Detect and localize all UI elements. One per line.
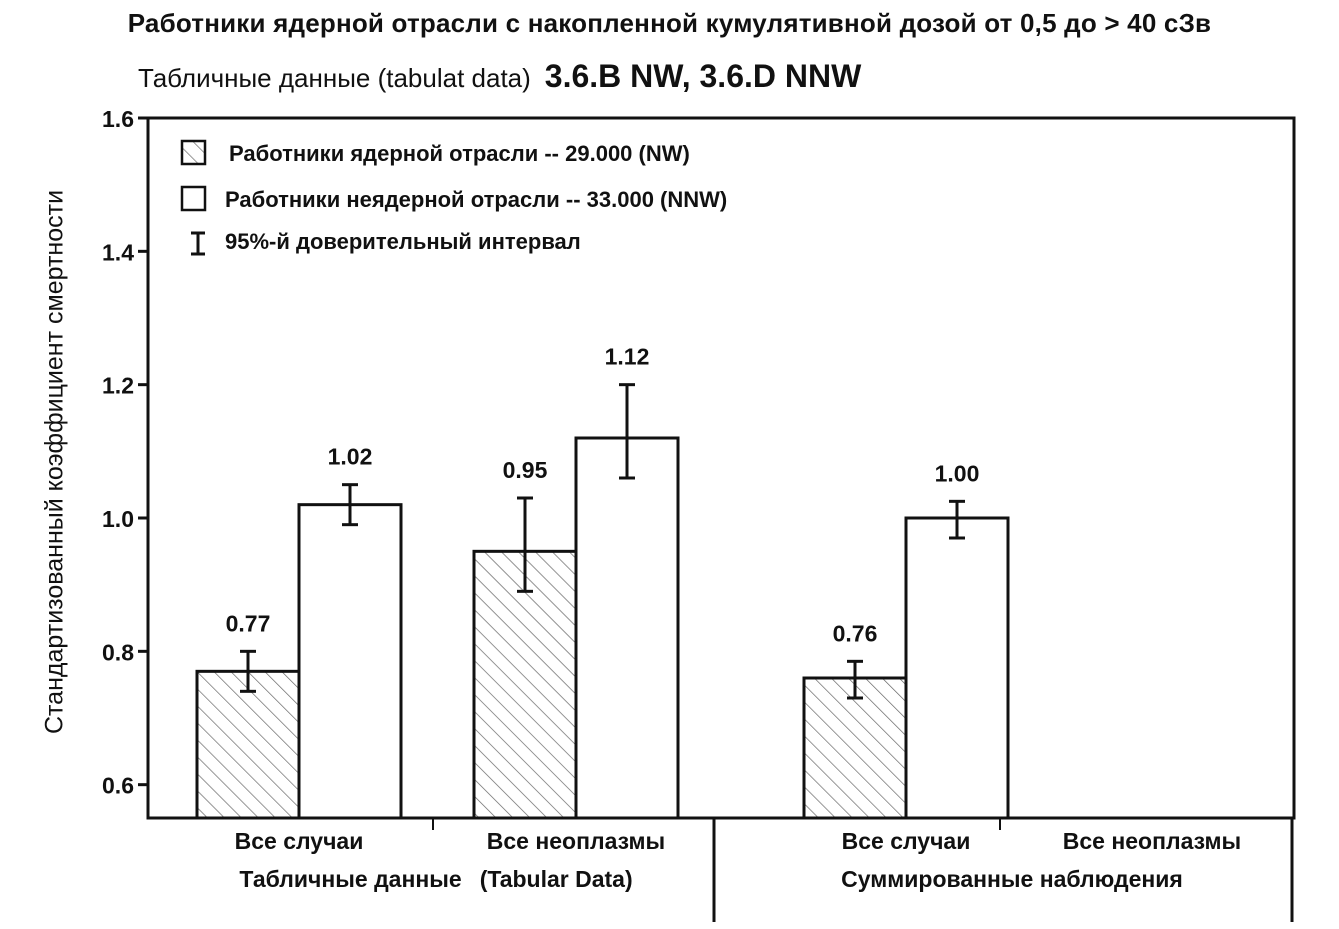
chart-subtitle: Табличные данные (tabulat data) 3.6.B NW,…: [138, 58, 861, 95]
chart-title: Работники ядерной отрасли с накопленной …: [127, 8, 1212, 38]
subtitle-text: Табличные данные (tabulat data): [138, 63, 531, 93]
y-tick-label: 0.6: [102, 773, 134, 799]
group-label: Суммированные наблюдения: [841, 866, 1183, 892]
value-label: 0.95: [503, 457, 548, 483]
y-tick-label: 1.2: [102, 373, 134, 399]
value-label: 1.00: [935, 460, 980, 486]
bar-nnw: [904, 516, 1010, 820]
legend-label-nw: Работники ядерной отрасли -- 29.000 (NW): [229, 141, 690, 166]
subtitle-code: 3.6.B NW, 3.6.D NNW: [544, 58, 862, 94]
plot-frame: [146, 116, 1296, 820]
value-label: 0.77: [226, 610, 271, 636]
category-label: Все неоплазмы: [487, 828, 665, 854]
legend-swatch-hatched: [180, 139, 207, 166]
x-axis: Все случаи Все неоплазмы Все случаи Все нео…: [235, 818, 1294, 922]
legend: Работники ядерной отрасли -- 29.000 (NW)…: [180, 139, 727, 256]
y-tick-label: 0.8: [102, 639, 134, 665]
value-label: 1.12: [605, 344, 650, 370]
bar-nw: [195, 669, 301, 820]
value-label: 0.76: [833, 620, 878, 646]
legend-swatch-empty: [180, 185, 207, 212]
value-label: 1.02: [328, 444, 373, 470]
y-tick-label: 1.6: [102, 106, 134, 132]
legend-label-ci: 95%-й доверительный интервал: [225, 229, 581, 254]
category-label: Все случаи: [842, 828, 971, 854]
legend-label-nnw: Работники неядерной отрасли -- 33.000 (N…: [225, 187, 727, 212]
category-label: Все случаи: [235, 828, 364, 854]
bar-nnw: [574, 436, 680, 820]
category-label: Все неоплазмы: [1063, 828, 1241, 854]
y-tick-label: 1.4: [102, 239, 134, 265]
bar-nnw: [297, 503, 403, 820]
bars: 0.77 1.02 0.95 1.12 0.76 1.00: [195, 344, 1010, 820]
group-label: Табличные данные (Tabular Data): [239, 866, 632, 892]
y-tick-label: 1.0: [102, 506, 134, 532]
y-axis: 0.6 0.8 1.0 1.2 1.4 1.6: [102, 106, 148, 799]
